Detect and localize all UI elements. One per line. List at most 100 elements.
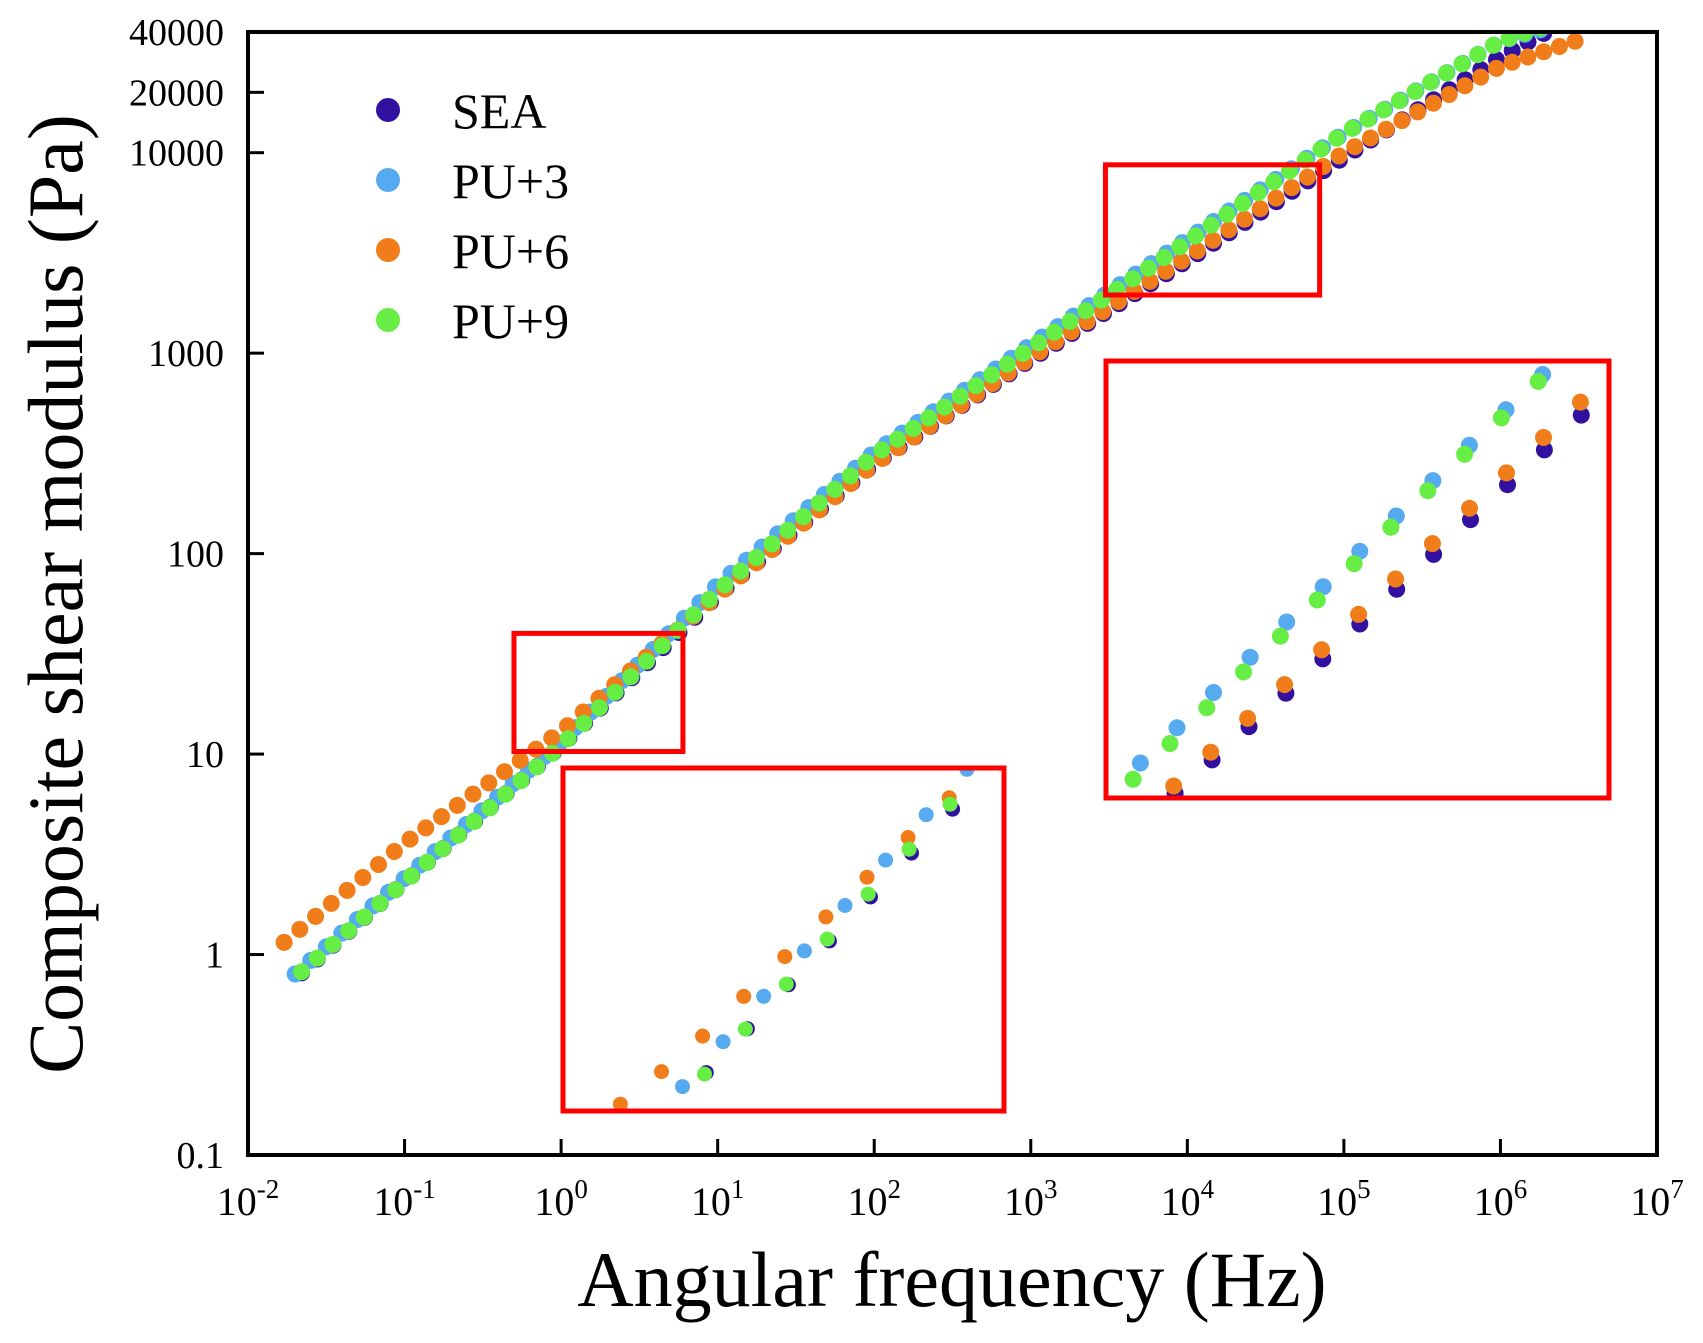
data-point xyxy=(1567,8,1584,25)
zoom-boxes xyxy=(511,162,1612,1114)
legend-marker xyxy=(376,168,400,192)
data-point xyxy=(338,881,356,899)
inset-data-point xyxy=(1382,518,1400,536)
inset-data-point xyxy=(697,1066,712,1082)
inset-series-pu-plus-9 xyxy=(1124,372,1547,788)
data-point xyxy=(685,606,703,624)
data-point xyxy=(794,508,812,526)
inset-data-point xyxy=(901,841,917,857)
data-point xyxy=(1077,302,1095,320)
legend-label: PU+9 xyxy=(452,293,569,349)
x-tick-label: 10-2 xyxy=(217,1174,280,1224)
data-point xyxy=(1204,231,1222,249)
data-point xyxy=(920,409,938,427)
data-point xyxy=(1265,173,1283,191)
data-point xyxy=(1390,92,1408,110)
data-point xyxy=(967,377,985,395)
data-point xyxy=(873,441,891,459)
data-point xyxy=(1424,94,1442,112)
inset-data-point xyxy=(1314,578,1332,596)
data-point xyxy=(1406,83,1424,100)
data-point xyxy=(606,683,624,701)
inset-data-point xyxy=(778,976,794,992)
data-point xyxy=(1330,147,1348,165)
data-point xyxy=(591,699,608,717)
data-point xyxy=(355,908,373,926)
data-point xyxy=(465,813,483,830)
data-point xyxy=(1124,270,1142,288)
inset-data-point xyxy=(1419,482,1437,500)
data-point xyxy=(1139,259,1157,277)
data-point xyxy=(747,549,765,566)
inset-data-point xyxy=(1571,393,1589,411)
data-point xyxy=(371,894,389,912)
inset-data-point xyxy=(737,1021,753,1037)
data-point xyxy=(559,730,577,748)
data-point xyxy=(1487,59,1505,77)
inset-data-point xyxy=(695,1028,711,1044)
data-point xyxy=(1014,344,1032,362)
data-point xyxy=(322,894,340,912)
data-point xyxy=(983,366,1001,384)
legend-marker xyxy=(376,238,400,262)
inset-data-point xyxy=(1235,663,1253,681)
data-point xyxy=(1171,238,1189,256)
inset-data-point xyxy=(1498,464,1515,482)
data-point xyxy=(1030,334,1048,352)
data-point xyxy=(904,420,922,437)
data-point xyxy=(1328,129,1346,147)
data-point xyxy=(779,521,797,539)
inset-data-point xyxy=(796,943,812,959)
x-tick-label: 106 xyxy=(1474,1174,1528,1224)
inset-data-point xyxy=(1161,735,1179,752)
inset-frame-1 xyxy=(560,765,1007,1114)
inset-data-point xyxy=(1165,777,1183,795)
data-point xyxy=(481,799,499,817)
data-point xyxy=(1141,272,1159,290)
data-point xyxy=(1343,119,1361,137)
inset-series-pu-plus-3 xyxy=(1131,366,1552,772)
data-point xyxy=(1299,168,1316,186)
inset-low-frequency xyxy=(612,768,975,1111)
legend-label: PU+6 xyxy=(452,223,569,279)
inset-series-pu-plus-9 xyxy=(697,796,958,1082)
inset-data-point xyxy=(1572,406,1590,424)
data-point xyxy=(1236,210,1253,228)
x-tick-label: 103 xyxy=(1004,1174,1058,1224)
legend-marker xyxy=(376,98,400,122)
data-point xyxy=(1375,101,1393,119)
inset-data-point xyxy=(1271,627,1289,645)
zoom-box-1 xyxy=(511,630,686,755)
data-point xyxy=(340,922,358,940)
data-point xyxy=(1535,43,1553,61)
inset-data-point xyxy=(654,1064,669,1080)
x-tick-label: 105 xyxy=(1317,1174,1371,1224)
zoom-box-2 xyxy=(1102,162,1323,298)
inset-data-point xyxy=(1239,709,1257,727)
series-pu-plus-9 xyxy=(293,32,1548,981)
data-point xyxy=(1453,55,1471,73)
inset-data-point xyxy=(1350,605,1368,623)
inset-data-point xyxy=(1313,641,1331,659)
inset-data-point xyxy=(1535,429,1552,446)
data-point xyxy=(528,758,546,776)
data-point xyxy=(998,355,1016,373)
y-tick-label: 1 xyxy=(205,935,224,977)
data-point xyxy=(810,494,828,512)
data-point xyxy=(275,933,293,951)
inset-data-point xyxy=(1131,754,1149,772)
inset-data-point xyxy=(777,949,793,965)
data-point xyxy=(401,830,419,848)
inset-data-point xyxy=(1202,743,1220,761)
inset-data-point xyxy=(1529,372,1547,390)
inset-data-point xyxy=(1278,613,1296,631)
data-point xyxy=(1422,73,1440,91)
inset-data-point xyxy=(1535,441,1553,459)
data-point xyxy=(1218,205,1236,223)
plot-area xyxy=(275,8,1584,983)
data-point xyxy=(511,751,529,769)
data-point xyxy=(496,763,513,781)
data-point xyxy=(1283,179,1301,197)
legend-marker xyxy=(376,308,400,332)
data-point xyxy=(653,637,671,655)
